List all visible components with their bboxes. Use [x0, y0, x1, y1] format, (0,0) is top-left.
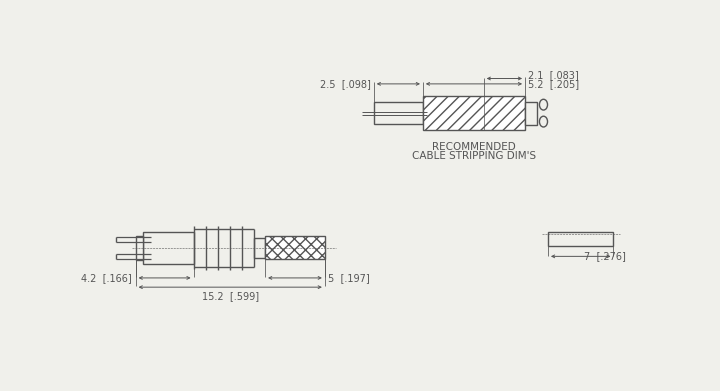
Bar: [548, 232, 613, 246]
Ellipse shape: [539, 99, 547, 110]
Text: CABLE STRIPPING DIM'S: CABLE STRIPPING DIM'S: [412, 151, 536, 161]
Bar: [265, 236, 325, 260]
Bar: [423, 96, 525, 130]
Text: 2.5  [.098]: 2.5 [.098]: [320, 79, 371, 89]
Bar: [374, 102, 423, 124]
Bar: [143, 232, 194, 264]
Text: 15.2  [.599]: 15.2 [.599]: [202, 291, 258, 301]
Text: 2.1  [.083]: 2.1 [.083]: [528, 70, 579, 81]
Text: 5.2  [.205]: 5.2 [.205]: [528, 79, 579, 89]
Text: RECOMMENDED: RECOMMENDED: [432, 142, 516, 152]
Bar: [525, 102, 536, 125]
Text: 7  [.276]: 7 [.276]: [584, 251, 626, 261]
Ellipse shape: [539, 116, 547, 127]
Bar: [254, 238, 265, 258]
Text: 5  [.197]: 5 [.197]: [328, 273, 369, 283]
Bar: [135, 235, 143, 260]
Text: 4.2  [.166]: 4.2 [.166]: [81, 273, 132, 283]
